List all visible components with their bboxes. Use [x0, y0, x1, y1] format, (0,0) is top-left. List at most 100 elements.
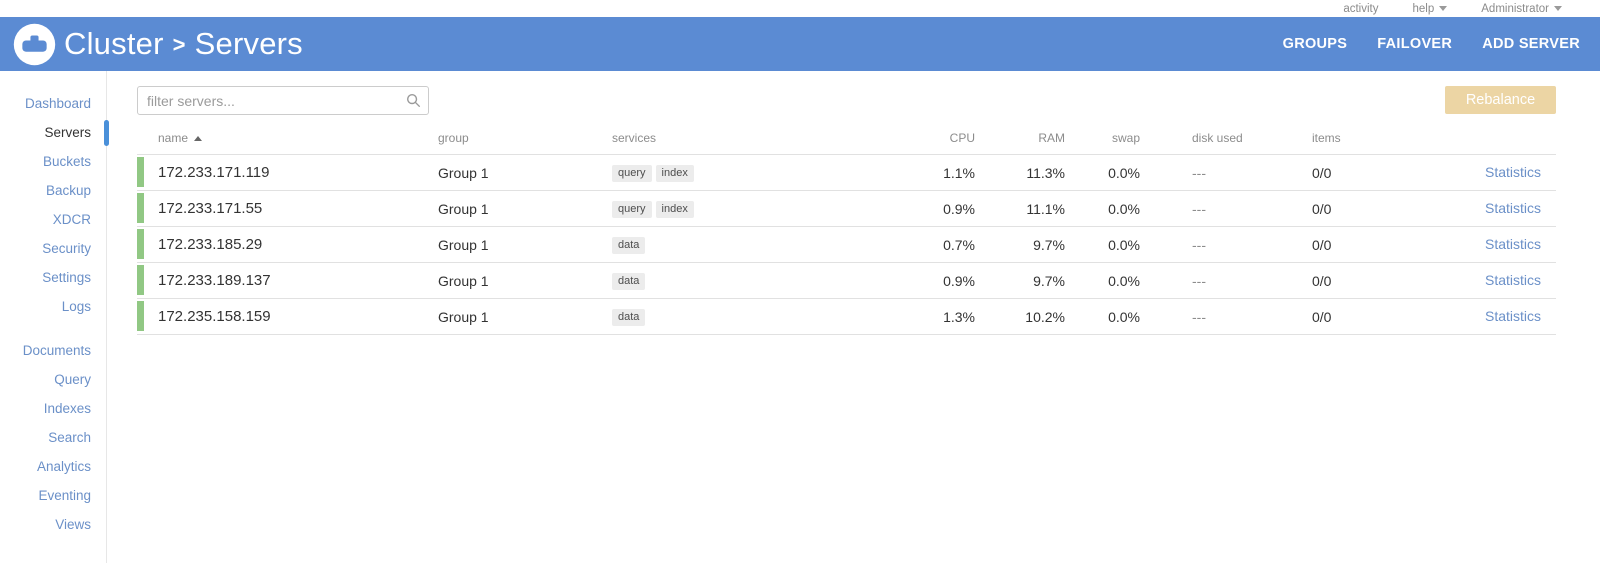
- server-swap: 0.0%: [1108, 236, 1140, 253]
- column-header-cpu: CPU: [949, 131, 975, 145]
- sidebar-item-logs[interactable]: Logs: [61, 299, 91, 314]
- page-title: Servers: [194, 26, 303, 61]
- sidebar-item-documents[interactable]: Documents: [22, 343, 91, 358]
- server-group: Group 1: [438, 200, 489, 217]
- server-ram: 9.7%: [1033, 272, 1065, 289]
- table-row[interactable]: 172.233.171.55 Group 1 query index 0.9% 1…: [137, 191, 1556, 227]
- server-services: data: [612, 307, 817, 326]
- column-header-disk-used: disk used: [1192, 131, 1243, 145]
- server-services: data: [612, 235, 817, 254]
- user-label: Administrator: [1481, 2, 1549, 15]
- sort-ascending-icon: [194, 136, 203, 141]
- server-swap: 0.0%: [1108, 308, 1140, 325]
- server-status-healthy-indicator: [137, 193, 144, 223]
- server-cpu: 1.1%: [943, 164, 975, 181]
- breadcrumb-root: Cluster: [64, 26, 164, 61]
- column-header-swap: swap: [1111, 131, 1140, 145]
- service-badge: data: [612, 309, 646, 326]
- server-items: 0/0: [1312, 236, 1332, 253]
- sidebar-item-dashboard[interactable]: Dashboard: [24, 96, 91, 111]
- server-services: query index: [612, 163, 817, 182]
- sidebar-item-label: Servers: [44, 125, 91, 140]
- service-badge: index: [655, 165, 694, 182]
- sidebar-item-buckets[interactable]: Buckets: [42, 154, 91, 169]
- server-cpu: 1.3%: [943, 308, 975, 325]
- table-row[interactable]: 172.233.185.29 Group 1 data 0.7% 9.7% 0.…: [137, 227, 1556, 263]
- table-row[interactable]: 172.233.189.137 Group 1 data 0.9% 9.7% 0…: [137, 263, 1556, 299]
- servers-toolbar: Rebalance: [137, 86, 1556, 115]
- table-row[interactable]: 172.235.158.159 Group 1 data 1.3% 10.2% …: [137, 299, 1556, 335]
- add-server-button[interactable]: ADD SERVER: [1482, 36, 1580, 52]
- sidebar-item-search[interactable]: Search: [48, 430, 91, 445]
- column-header-items: items: [1312, 131, 1341, 145]
- sidebar: Dashboard Servers Buckets Backup XDCR Se…: [0, 71, 109, 563]
- failover-button[interactable]: FAILOVER: [1377, 36, 1453, 52]
- server-status-healthy-indicator: [137, 229, 144, 259]
- server-group: Group 1: [438, 272, 489, 289]
- sidebar-group-divider: [0, 321, 106, 336]
- column-header-services: services: [612, 131, 657, 145]
- server-disk-used: ---: [1192, 236, 1206, 253]
- server-name: 172.233.189.137: [158, 272, 271, 289]
- sidebar-item-xdcr[interactable]: XDCR: [52, 212, 91, 227]
- sidebar-item-analytics[interactable]: Analytics: [36, 459, 91, 474]
- groups-button[interactable]: GROUPS: [1282, 36, 1348, 52]
- server-items: 0/0: [1312, 308, 1332, 325]
- server-status-healthy-indicator: [137, 265, 144, 295]
- service-badge: index: [655, 201, 694, 218]
- app-header: Cluster > Servers GROUPS FAILOVER ADD SERV…: [0, 17, 1600, 71]
- servers-table: name group services CPU RAM swap disk us…: [137, 122, 1556, 335]
- server-status-healthy-indicator: [137, 157, 144, 187]
- table-row[interactable]: 172.233.171.119 Group 1 query index 1.1% …: [137, 155, 1556, 191]
- rebalance-button[interactable]: Rebalance: [1445, 86, 1556, 114]
- couchbase-logo-icon: [13, 23, 56, 65]
- service-badge: query: [612, 201, 652, 218]
- activity-label: activity: [1343, 2, 1379, 15]
- server-services: query index: [612, 199, 817, 218]
- column-header-name[interactable]: name: [137, 131, 438, 145]
- sidebar-item-settings[interactable]: Settings: [42, 270, 91, 285]
- chevron-down-icon: [1439, 6, 1448, 11]
- sidebar-item-backup[interactable]: Backup: [45, 183, 91, 198]
- user-menu[interactable]: Administrator: [1481, 3, 1562, 15]
- service-badge: data: [612, 273, 646, 290]
- sidebar-item-indexes[interactable]: Indexes: [43, 401, 91, 416]
- server-name: 172.235.158.159: [158, 308, 271, 325]
- server-items: 0/0: [1312, 272, 1332, 289]
- server-status-healthy-indicator: [137, 301, 144, 331]
- column-header-ram: RAM: [1038, 131, 1065, 145]
- sidebar-item-views[interactable]: Views: [55, 517, 91, 532]
- server-disk-used: ---: [1192, 308, 1206, 325]
- statistics-link[interactable]: Statistics: [1484, 199, 1541, 216]
- server-services: data: [612, 271, 817, 290]
- server-group: Group 1: [438, 164, 489, 181]
- sidebar-item-query[interactable]: Query: [54, 372, 91, 387]
- chevron-down-icon: [1554, 6, 1562, 11]
- statistics-link[interactable]: Statistics: [1484, 271, 1541, 288]
- main-content: Rebalance name group services CPU RAM sw…: [107, 71, 1600, 575]
- sidebar-item-eventing[interactable]: Eventing: [38, 488, 91, 503]
- filter-servers-input[interactable]: [137, 86, 429, 115]
- server-name: 172.233.171.119: [158, 164, 270, 181]
- utility-bar: activity help Administrator: [0, 0, 1600, 17]
- server-items: 0/0: [1312, 164, 1332, 181]
- service-badge: query: [612, 165, 652, 182]
- breadcrumb: Cluster > Servers: [64, 26, 303, 62]
- statistics-link[interactable]: Statistics: [1484, 163, 1541, 180]
- server-ram: 9.7%: [1033, 236, 1065, 253]
- server-disk-used: ---: [1192, 200, 1206, 217]
- statistics-link[interactable]: Statistics: [1484, 307, 1541, 324]
- column-header-group: group: [438, 131, 469, 145]
- active-indicator: [104, 120, 109, 146]
- sidebar-item-security[interactable]: Security: [42, 241, 91, 256]
- server-cpu: 0.9%: [943, 272, 975, 289]
- server-disk-used: ---: [1192, 272, 1206, 289]
- server-name: 172.233.185.29: [158, 236, 263, 253]
- sidebar-item-servers[interactable]: Servers: [0, 118, 109, 147]
- server-disk-used: ---: [1192, 164, 1206, 181]
- column-header-label: name: [158, 131, 189, 145]
- help-menu[interactable]: help: [1413, 3, 1448, 15]
- server-ram: 11.1%: [1026, 200, 1065, 217]
- activity-link[interactable]: activity: [1343, 3, 1378, 15]
- statistics-link[interactable]: Statistics: [1484, 235, 1541, 252]
